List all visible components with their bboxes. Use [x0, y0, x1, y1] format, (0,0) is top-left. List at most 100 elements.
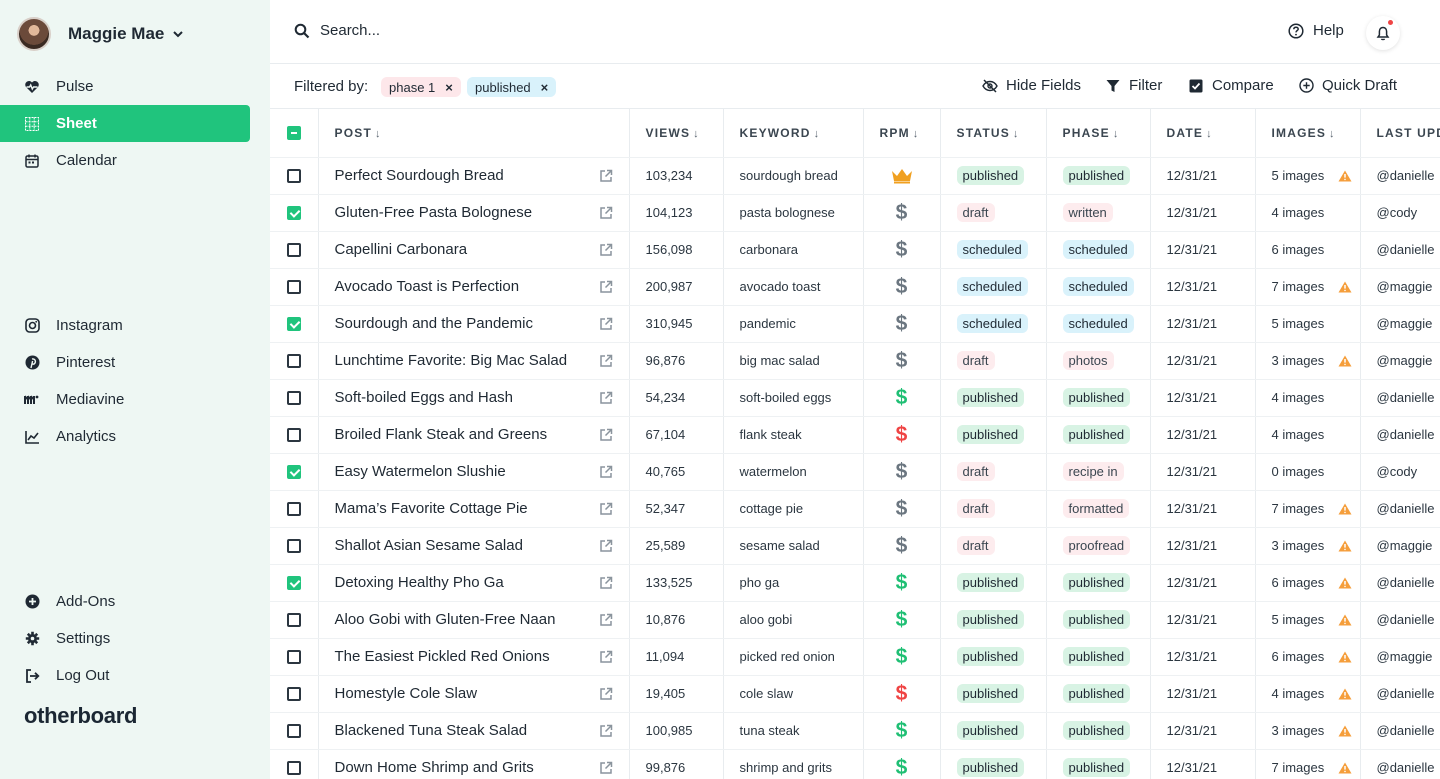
- phase-badge[interactable]: proofread: [1062, 536, 1131, 555]
- status-badge[interactable]: published: [956, 758, 1025, 777]
- row-checkbox[interactable]: [286, 724, 301, 739]
- status-cell[interactable]: draft: [940, 490, 1047, 528]
- post-title-cell[interactable]: Blackened Tuna Steak Salad: [318, 712, 630, 750]
- status-badge[interactable]: published: [956, 721, 1025, 740]
- hide-fields-button[interactable]: Hide Fields: [982, 77, 1081, 94]
- status-badge[interactable]: scheduled: [956, 277, 1028, 296]
- phase-badge[interactable]: formatted: [1062, 499, 1130, 518]
- external-link-icon[interactable]: [599, 354, 613, 368]
- post-title-cell[interactable]: Perfect Sourdough Bread: [318, 157, 630, 195]
- phase-badge[interactable]: scheduled: [1062, 240, 1134, 259]
- post-title[interactable]: Gluten-Free Pasta Bolognese: [334, 204, 533, 221]
- phase-badge[interactable]: published: [1062, 388, 1131, 407]
- table-row[interactable]: Shallot Asian Sesame Salad 25,589 sesame s…: [270, 527, 1440, 565]
- user-menu[interactable]: Maggie Mae: [17, 17, 184, 51]
- external-link-icon[interactable]: [599, 465, 613, 479]
- table-row[interactable]: Capellini Carbonara 156,098 carbonara $ sche…: [270, 231, 1440, 269]
- post-title[interactable]: The Easiest Pickled Red Onions: [334, 648, 550, 665]
- post-title-cell[interactable]: Aloo Gobi with Gluten-Free Naan: [318, 601, 630, 639]
- row-checkbox[interactable]: [286, 354, 301, 369]
- post-title[interactable]: Down Home Shrimp and Grits: [334, 759, 534, 776]
- phase-cell[interactable]: published: [1046, 638, 1151, 676]
- post-title[interactable]: Blackened Tuna Steak Salad: [334, 722, 528, 739]
- post-title[interactable]: Avocado Toast is Perfection: [334, 278, 520, 295]
- status-badge[interactable]: scheduled: [956, 314, 1028, 333]
- external-link-icon[interactable]: [599, 169, 613, 183]
- phase-cell[interactable]: formatted: [1046, 490, 1151, 528]
- phase-badge[interactable]: published: [1062, 610, 1131, 629]
- post-title-cell[interactable]: Lunchtime Favorite: Big Mac Salad: [318, 342, 630, 380]
- table-row[interactable]: The Easiest Pickled Red Onions 11,094 pick…: [270, 638, 1440, 676]
- external-link-icon[interactable]: [599, 576, 613, 590]
- status-badge[interactable]: published: [956, 388, 1025, 407]
- status-cell[interactable]: published: [940, 416, 1047, 454]
- status-cell[interactable]: published: [940, 601, 1047, 639]
- column-header-keyword[interactable]: KEYWORD ↓: [723, 109, 864, 158]
- phase-cell[interactable]: published: [1046, 564, 1151, 602]
- status-badge[interactable]: published: [956, 610, 1025, 629]
- row-checkbox[interactable]: [286, 465, 301, 480]
- status-cell[interactable]: draft: [940, 453, 1047, 491]
- row-checkbox[interactable]: [286, 539, 301, 554]
- table-row[interactable]: Mama’s Favorite Cottage Pie 52,347 cottage…: [270, 490, 1440, 528]
- phase-cell[interactable]: published: [1046, 601, 1151, 639]
- phase-cell[interactable]: scheduled: [1046, 268, 1151, 306]
- phase-cell[interactable]: published: [1046, 675, 1151, 713]
- status-badge[interactable]: published: [956, 573, 1025, 592]
- phase-cell[interactable]: photos: [1046, 342, 1151, 380]
- column-header-last-updated[interactable]: LAST UPD: [1360, 109, 1440, 158]
- table-row[interactable]: Down Home Shrimp and Grits 99,876 shrimp a…: [270, 749, 1440, 779]
- table-row[interactable]: Detoxing Healthy Pho Ga 133,525 pho ga $ pub…: [270, 564, 1440, 602]
- table-row[interactable]: Aloo Gobi with Gluten-Free Naan 10,876 alo…: [270, 601, 1440, 639]
- external-link-icon[interactable]: [599, 206, 613, 220]
- status-badge[interactable]: draft: [956, 351, 995, 370]
- post-title[interactable]: Lunchtime Favorite: Big Mac Salad: [334, 352, 568, 369]
- quick-draft-button[interactable]: Quick Draft: [1298, 77, 1397, 94]
- status-cell[interactable]: published: [940, 638, 1047, 676]
- row-checkbox[interactable]: [286, 169, 301, 184]
- status-cell[interactable]: draft: [940, 194, 1047, 232]
- phase-cell[interactable]: published: [1046, 712, 1151, 750]
- nav-item-pulse[interactable]: Pulse: [0, 68, 250, 105]
- status-cell[interactable]: published: [940, 749, 1047, 779]
- phase-cell[interactable]: scheduled: [1046, 231, 1151, 269]
- column-header-rpm[interactable]: RPM ↓: [863, 109, 941, 158]
- status-cell[interactable]: published: [940, 157, 1047, 195]
- status-badge[interactable]: published: [956, 166, 1025, 185]
- status-badge[interactable]: published: [956, 425, 1025, 444]
- table-row[interactable]: Homestyle Cole Slaw 19,405 cole slaw $ publi…: [270, 675, 1440, 713]
- post-title-cell[interactable]: Mama’s Favorite Cottage Pie: [318, 490, 630, 528]
- row-checkbox[interactable]: [286, 576, 301, 591]
- status-cell[interactable]: published: [940, 675, 1047, 713]
- external-link-icon[interactable]: [599, 539, 613, 553]
- status-badge[interactable]: draft: [956, 536, 995, 555]
- external-link-icon[interactable]: [599, 613, 613, 627]
- column-header-views[interactable]: VIEWS ↓: [629, 109, 724, 158]
- status-cell[interactable]: scheduled: [940, 305, 1047, 343]
- phase-cell[interactable]: written: [1046, 194, 1151, 232]
- status-cell[interactable]: scheduled: [940, 268, 1047, 306]
- status-badge[interactable]: published: [956, 647, 1025, 666]
- row-checkbox[interactable]: [286, 687, 301, 702]
- row-checkbox[interactable]: [286, 761, 301, 776]
- post-title-cell[interactable]: Avocado Toast is Perfection: [318, 268, 630, 306]
- post-title[interactable]: Broiled Flank Steak and Greens: [334, 426, 548, 443]
- phase-badge[interactable]: scheduled: [1062, 314, 1134, 333]
- post-title-cell[interactable]: Sourdough and the Pandemic: [318, 305, 630, 343]
- column-header-post[interactable]: POST ↓: [318, 109, 630, 158]
- row-checkbox[interactable]: [286, 280, 301, 295]
- column-header-phase[interactable]: PHASE ↓: [1046, 109, 1151, 158]
- select-all-checkbox[interactable]: [286, 126, 301, 141]
- phase-badge[interactable]: published: [1062, 647, 1131, 666]
- external-link-icon[interactable]: [599, 650, 613, 664]
- post-title-cell[interactable]: The Easiest Pickled Red Onions: [318, 638, 630, 676]
- column-header-status[interactable]: STATUS ↓: [940, 109, 1047, 158]
- table-row[interactable]: Sourdough and the Pandemic 310,945 pandemi…: [270, 305, 1440, 343]
- table-row[interactable]: Perfect Sourdough Bread 103,234 sourdough …: [270, 157, 1440, 195]
- nav-item-add-ons[interactable]: Add-Ons: [0, 583, 250, 620]
- post-title-cell[interactable]: Shallot Asian Sesame Salad: [318, 527, 630, 565]
- post-title-cell[interactable]: Detoxing Healthy Pho Ga: [318, 564, 630, 602]
- post-title[interactable]: Mama’s Favorite Cottage Pie: [334, 500, 528, 517]
- external-link-icon[interactable]: [599, 687, 613, 701]
- help-button[interactable]: Help: [1288, 22, 1344, 39]
